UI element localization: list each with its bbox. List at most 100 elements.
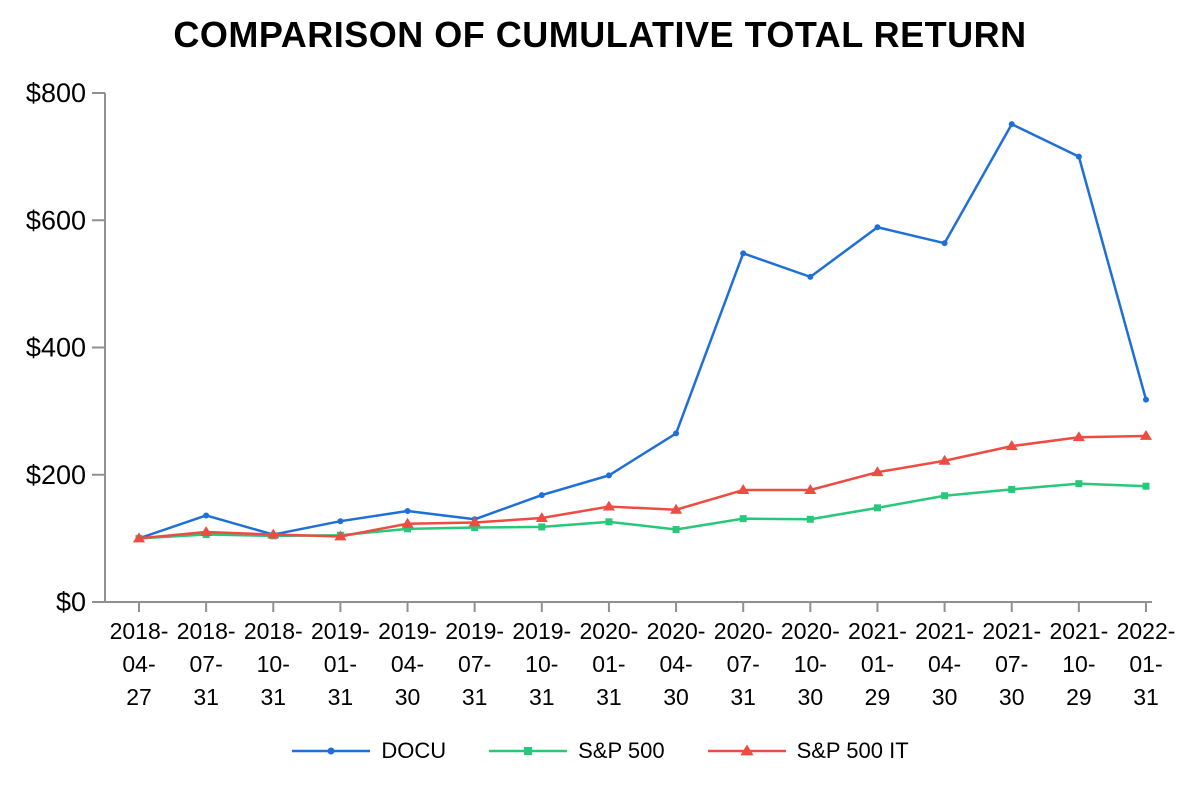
data-point-marker xyxy=(327,747,335,755)
x-tick-label: 2019- xyxy=(378,618,437,644)
data-point-marker xyxy=(672,525,680,533)
data-point-marker xyxy=(804,484,817,494)
data-point-marker xyxy=(605,472,612,479)
data-point-marker xyxy=(871,466,884,477)
chart-title: COMPARISON OF CUMULATIVE TOTAL RETURN xyxy=(173,14,1027,55)
data-point-marker xyxy=(740,250,747,257)
data-point-marker xyxy=(1142,482,1150,490)
x-tick-label: 31 xyxy=(260,684,286,710)
x-tick-label: 01- xyxy=(324,651,357,677)
y-tick-label: $800 xyxy=(26,78,86,108)
data-point-marker xyxy=(132,532,146,543)
legend-item-s-p-500-it: S&P 500 IT xyxy=(707,738,909,764)
data-point-marker xyxy=(538,492,545,499)
y-tick-label: $400 xyxy=(26,333,86,363)
x-tick-label: 29 xyxy=(865,684,891,710)
chart-legend: DOCU S&P 500 S&P 500 IT xyxy=(0,738,1200,764)
x-tick-label: 2020- xyxy=(714,618,773,644)
x-tick-label: 2020- xyxy=(580,618,639,644)
chart-plot-area: $0 $200 $400 $600 $800 2018- 04- 27 2018- 07- 31 20… xyxy=(26,78,1176,710)
data-point-marker xyxy=(807,273,814,280)
data-point-marker xyxy=(1142,396,1149,403)
x-tick-label: 30 xyxy=(395,684,421,710)
x-tick-label: 2020- xyxy=(781,618,840,644)
data-point-marker xyxy=(404,508,411,515)
series-line-s-p-500-it xyxy=(137,434,1148,540)
x-tick-label: 2021- xyxy=(915,618,974,644)
x-tick-label: 07- xyxy=(995,651,1028,677)
series-line-docu xyxy=(137,122,1148,540)
x-tick-label: 10- xyxy=(1062,651,1095,677)
x-tick-label: 07- xyxy=(727,651,760,677)
data-point-marker xyxy=(471,524,479,532)
x-tick-label: 2021- xyxy=(982,618,1041,644)
data-point-marker xyxy=(873,504,881,512)
x-tick-label: 31 xyxy=(1133,684,1159,710)
data-point-marker xyxy=(1008,485,1016,493)
data-point-marker xyxy=(941,492,949,500)
x-tick-label: 2019- xyxy=(512,618,571,644)
x-tick-label: 31 xyxy=(529,684,555,710)
data-point-marker xyxy=(538,523,546,531)
data-point-marker xyxy=(468,516,481,527)
x-tick-label: 04- xyxy=(122,651,155,677)
x-tick-label: 31 xyxy=(462,684,488,710)
x-tick-label: 29 xyxy=(1066,684,1092,710)
x-tick-label: 01- xyxy=(1129,651,1162,677)
x-tick-label: 2022- xyxy=(1117,618,1176,644)
x-tick-label: 07- xyxy=(458,651,491,677)
legend-marker-triangle-icon xyxy=(707,744,786,756)
x-tick-label: 2021- xyxy=(1049,618,1108,644)
x-tick-label: 2018- xyxy=(244,618,303,644)
data-point-marker xyxy=(1139,429,1153,440)
y-tick-label: $200 xyxy=(26,460,86,490)
data-point-marker xyxy=(267,528,280,539)
data-point-marker xyxy=(1005,440,1018,451)
x-tick-label: 31 xyxy=(193,684,219,710)
x-tick-label: 31 xyxy=(328,684,354,710)
data-point-marker xyxy=(673,430,680,437)
legend-item-docu: DOCU xyxy=(291,738,446,764)
x-tick-label: 04- xyxy=(928,651,961,677)
data-point-marker xyxy=(737,484,750,494)
data-point-marker xyxy=(670,503,683,514)
x-tick-label: 2019- xyxy=(311,618,370,644)
data-point-marker xyxy=(1075,480,1083,488)
x-tick-label: 2018- xyxy=(177,618,236,644)
data-point-marker xyxy=(739,515,747,523)
data-point-marker xyxy=(605,518,613,526)
legend-label-s-p-500-it: S&P 500 IT xyxy=(796,738,909,763)
x-tick-label: 10- xyxy=(525,651,558,677)
x-tick-label: 10- xyxy=(257,651,290,677)
y-tick-label: $0 xyxy=(56,587,86,617)
data-point-marker xyxy=(602,500,615,511)
x-tick-label: 2021- xyxy=(848,618,907,644)
data-point-marker xyxy=(941,240,948,247)
y-tick-label: $600 xyxy=(26,205,86,235)
x-tick-label: 01- xyxy=(861,651,894,677)
x-tick-label: 27 xyxy=(126,684,152,710)
legend-label-docu: DOCU xyxy=(381,738,447,763)
data-point-marker xyxy=(938,454,951,465)
x-tick-label: 10- xyxy=(794,651,827,677)
x-tick-label: 04- xyxy=(659,651,692,677)
data-point-marker xyxy=(337,518,344,525)
data-point-marker xyxy=(874,224,881,231)
x-tick-label: 31 xyxy=(730,684,756,710)
data-point-marker xyxy=(806,515,814,523)
x-tick-label: 2019- xyxy=(445,618,504,644)
legend-item-s-p-500: S&P 500 xyxy=(488,738,665,764)
data-point-marker xyxy=(404,525,412,533)
data-point-marker xyxy=(524,747,533,755)
data-point-marker xyxy=(203,512,210,519)
x-tick-label: 2020- xyxy=(647,618,706,644)
data-point-marker xyxy=(1008,121,1015,128)
x-tick-label: 30 xyxy=(798,684,824,710)
data-point-marker xyxy=(739,744,754,756)
data-point-marker xyxy=(200,526,213,536)
data-point-marker xyxy=(1075,153,1082,160)
x-tick-label: 30 xyxy=(932,684,958,710)
data-point-marker xyxy=(334,530,347,541)
legend-marker-square-icon xyxy=(489,747,568,755)
